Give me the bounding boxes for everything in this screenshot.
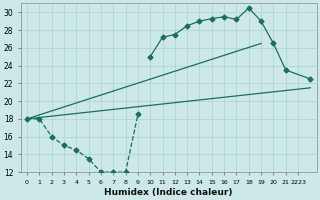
X-axis label: Humidex (Indice chaleur): Humidex (Indice chaleur) bbox=[104, 188, 233, 197]
